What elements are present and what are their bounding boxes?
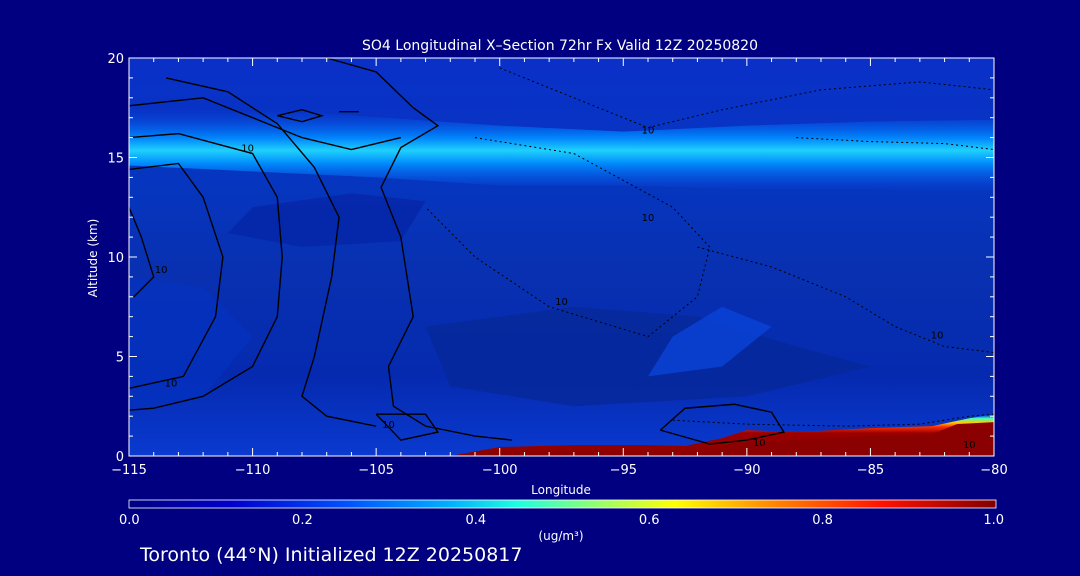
x-tick-label: −85 <box>857 463 884 478</box>
contour-dashed <box>697 246 994 354</box>
x-tick-label: −90 <box>733 463 760 478</box>
contour-label: 10 <box>963 440 976 451</box>
concentration-field <box>129 107 994 456</box>
colorbar-tick-label: 0.4 <box>465 513 486 528</box>
contour-solid <box>129 97 402 151</box>
contour-solid <box>129 132 283 411</box>
contour-label: 10 <box>555 297 568 308</box>
colorbar-tick-label: 0.6 <box>639 513 660 528</box>
y-tick-label: 5 <box>116 351 124 366</box>
contour-solid <box>277 109 325 123</box>
x-axis: −115 −110 −105 −100 −95 −90 −85 −80 <box>111 58 1008 478</box>
x-tick-label: −110 <box>235 463 271 478</box>
contour-label: 10 <box>382 420 395 431</box>
y-tick-label: 10 <box>107 251 124 266</box>
plot-area <box>129 58 994 456</box>
contour-solid <box>326 58 513 441</box>
contour-solid <box>129 162 224 390</box>
y-tick-label: 20 <box>107 52 124 67</box>
contour-solid <box>129 206 155 298</box>
x-tick-label: −100 <box>482 463 518 478</box>
contour-solid <box>375 413 440 441</box>
contour-label: 10 <box>241 144 254 155</box>
colorbar-gradient <box>128 499 997 509</box>
y-axis-label: Altitude (km) <box>86 219 100 298</box>
y-tick-label: 15 <box>107 152 124 167</box>
field-dark-region <box>425 306 871 407</box>
x-tick-label: −105 <box>358 463 394 478</box>
field-surface-plume-core <box>697 422 994 456</box>
contour-label: 10 <box>642 126 655 137</box>
field-dark-region <box>227 193 426 248</box>
contour-label: 10 <box>753 438 766 449</box>
contour-dashed <box>796 137 994 151</box>
contour-dashed <box>499 67 994 129</box>
contour-lines <box>129 58 994 445</box>
field-upper-layer <box>129 107 994 194</box>
contour-solid <box>659 403 786 445</box>
chart-title: SO4 Longitudinal X–Section 72hr Fx Valid… <box>362 38 758 54</box>
contour-label: 10 <box>155 265 168 276</box>
contour-label: 10 <box>931 331 944 342</box>
x-axis-label: Longitude <box>531 483 591 497</box>
contour-dashed <box>672 413 994 427</box>
contour-labels: 10 10 10 10 10 10 10 10 10 10 <box>155 126 976 451</box>
footer-caption: Toronto (44°N) Initialized 12Z 20250817 <box>139 544 523 566</box>
colorbar-ticks: 0.0 0.2 0.4 0.6 0.8 1.0 <box>119 513 1004 528</box>
x-tick-label: −115 <box>111 463 147 478</box>
colorbar: 0.0 0.2 0.4 0.6 0.8 1.0 (ug/m³) <box>119 499 1004 543</box>
contour-label: 10 <box>165 378 178 389</box>
colorbar-unit-label: (ug/m³) <box>538 529 583 543</box>
colorbar-tick-label: 1.0 <box>983 513 1004 528</box>
x-tick-label: −95 <box>610 463 637 478</box>
colorbar-tick-label: 0.2 <box>292 513 313 528</box>
field-light-region <box>648 306 772 377</box>
contour-label: 10 <box>642 213 655 224</box>
y-tick-label: 0 <box>116 450 124 465</box>
x-tick-label: −80 <box>980 463 1007 478</box>
contour-solid <box>165 77 377 427</box>
field-dark-region <box>129 276 253 407</box>
y-axis: 0 5 10 15 20 <box>107 52 994 465</box>
colorbar-tick-label: 0.0 <box>119 513 140 528</box>
colorbar-tick-label: 0.8 <box>812 513 833 528</box>
